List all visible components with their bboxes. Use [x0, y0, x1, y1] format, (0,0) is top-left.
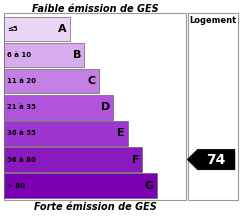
Text: Faible émission de GES: Faible émission de GES: [32, 4, 158, 14]
Bar: [4, 16, 70, 41]
Bar: [188, 13, 238, 200]
Bar: [4, 13, 186, 200]
Bar: [4, 147, 142, 172]
Text: C: C: [88, 76, 96, 86]
Text: 11 à 20: 11 à 20: [7, 78, 36, 84]
Text: F: F: [132, 154, 139, 165]
Bar: [4, 43, 84, 67]
Bar: [4, 95, 113, 120]
Text: D: D: [101, 102, 110, 112]
Text: 6 à 10: 6 à 10: [7, 52, 31, 58]
Bar: [4, 69, 99, 94]
Bar: [4, 173, 157, 198]
Text: A: A: [58, 24, 66, 34]
Text: B: B: [73, 50, 81, 60]
Text: Forte émission de GES: Forte émission de GES: [34, 202, 156, 212]
Bar: [4, 121, 128, 146]
Text: 74: 74: [207, 152, 226, 167]
Text: 56 à 80: 56 à 80: [7, 157, 36, 163]
Text: 36 à 55: 36 à 55: [7, 130, 36, 136]
Text: ≤5: ≤5: [7, 26, 18, 32]
Text: G: G: [145, 181, 154, 191]
Text: Logement: Logement: [189, 16, 237, 25]
Polygon shape: [187, 149, 235, 170]
Text: E: E: [117, 128, 125, 138]
Text: 21 à 35: 21 à 35: [7, 104, 36, 110]
Text: > 80: > 80: [7, 183, 25, 189]
